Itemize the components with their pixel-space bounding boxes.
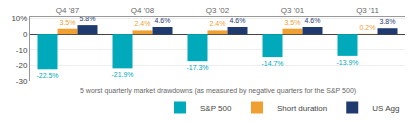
svg-text:Q3 '01: Q3 '01 [281,6,305,15]
svg-text:3.8%: 3.8% [380,18,396,25]
svg-text:-13.9%: -13.9% [336,59,358,66]
svg-text:4.6%: 4.6% [155,17,171,24]
svg-text:-10: -10 [16,46,28,55]
svg-text:3.5%: 3.5% [285,19,301,26]
svg-text:Q4 '08: Q4 '08 [131,6,155,15]
svg-text:Short duration: Short duration [277,104,327,113]
svg-text:Q4 '87: Q4 '87 [56,6,80,15]
svg-text:S&P 500: S&P 500 [200,104,232,113]
svg-text:5 worst quarterly market drawd: 5 worst quarterly market drawdowns (as m… [80,87,356,95]
svg-text:-17.3%: -17.3% [186,64,208,71]
svg-text:-14.7%: -14.7% [261,60,283,67]
svg-text:3.5%: 3.5% [60,19,76,26]
svg-text:5.8%: 5.8% [80,15,96,22]
svg-text:2.4%: 2.4% [210,20,226,27]
svg-text:0: 0 [23,30,28,39]
svg-text:2.4%: 2.4% [135,20,151,27]
svg-text:10%: 10% [11,14,27,23]
svg-text:-30: -30 [16,77,28,86]
svg-text:-20: -20 [16,61,28,70]
svg-text:US Agg: US Agg [372,104,399,113]
svg-text:0.2%: 0.2% [360,24,376,31]
svg-text:Q3 '11: Q3 '11 [356,6,379,15]
svg-text:-21.9%: -21.9% [111,71,133,78]
svg-text:4.6%: 4.6% [305,17,321,24]
svg-text:-22.5%: -22.5% [36,72,58,79]
svg-text:Q3 '02: Q3 '02 [206,6,230,15]
svg-text:4.6%: 4.6% [230,17,246,24]
